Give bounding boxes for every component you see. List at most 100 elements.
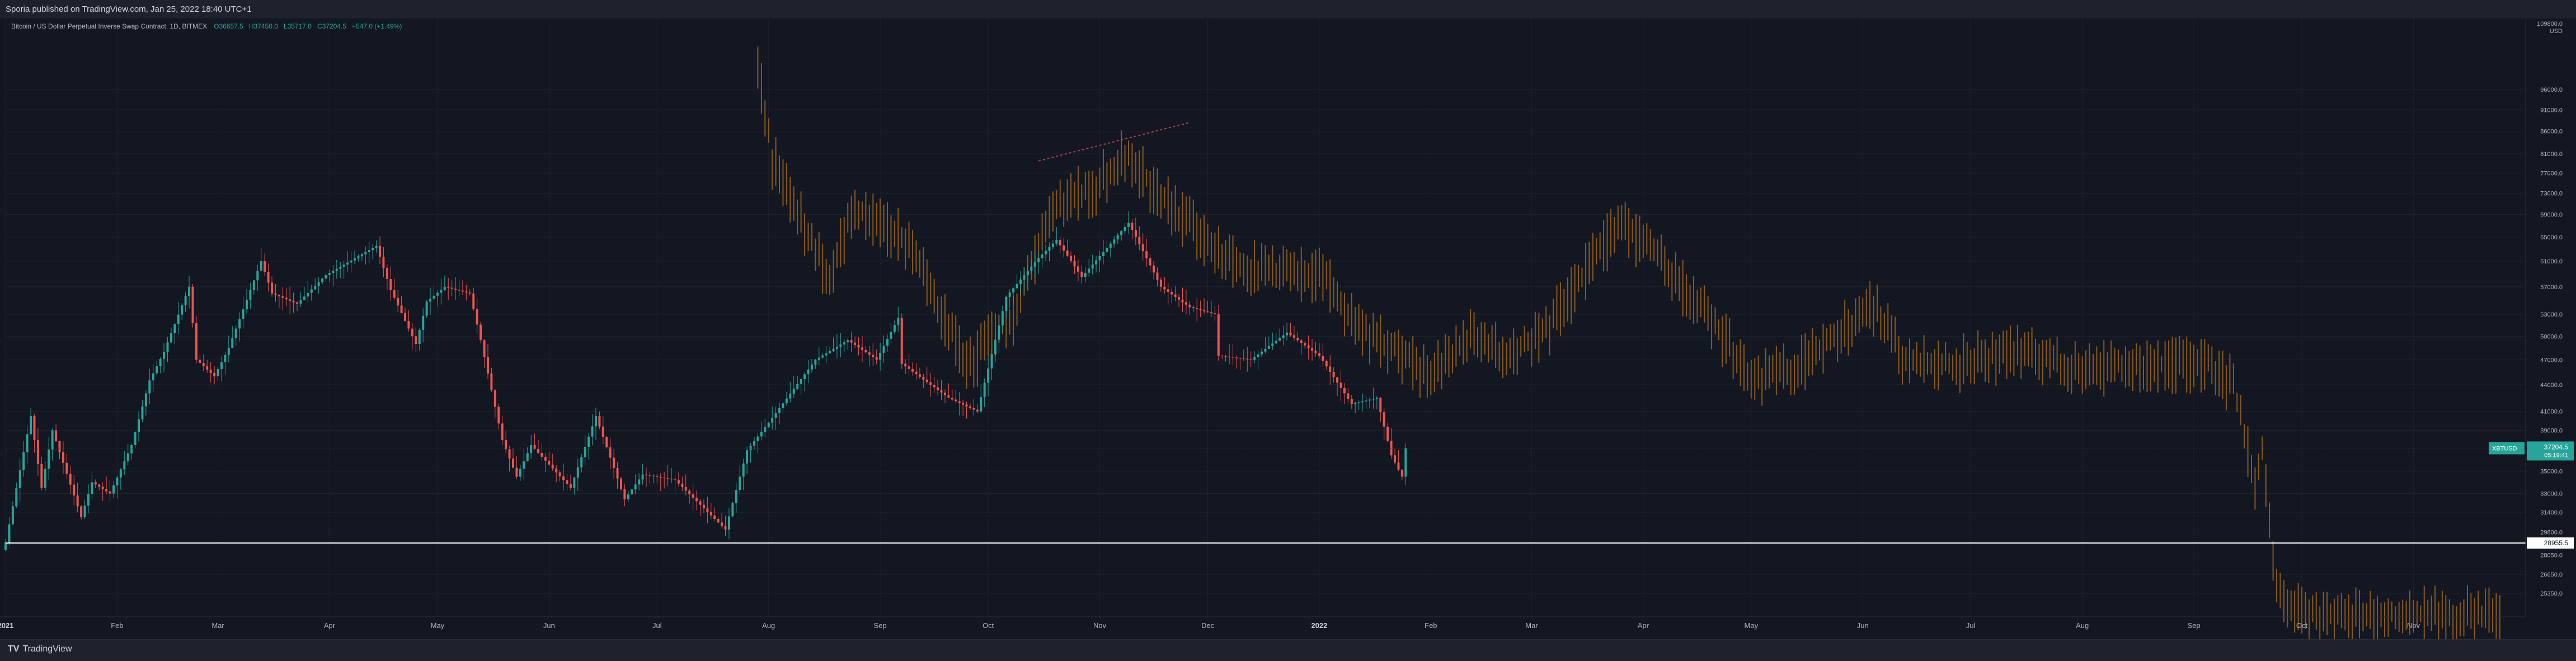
time-tick-label: Dec <box>1201 621 1215 630</box>
tradingview-logo[interactable]: TV TradingView <box>8 644 72 654</box>
candle-body <box>1059 240 1061 245</box>
candle-body <box>958 401 961 403</box>
candle-body <box>141 406 144 419</box>
candle-body <box>969 406 971 408</box>
candle-body <box>62 452 64 463</box>
last-price-value: 37204.5 <box>2544 443 2569 451</box>
candle-body <box>1278 338 1281 341</box>
candle-body <box>440 290 443 293</box>
candle-body <box>18 470 21 489</box>
price-tick-label: 91000.0 <box>2540 107 2563 114</box>
price-tick-label: 61000.0 <box>2540 258 2563 265</box>
candle-body <box>937 387 939 390</box>
candle-body <box>1386 426 1389 441</box>
price-axis-bg <box>2526 18 2576 617</box>
candle-body <box>138 419 140 432</box>
price-axis[interactable]: 109800.0 USD 96000.0 91000.0 86000.0 81000.… <box>2525 18 2576 617</box>
price-tick-label: 44000.0 <box>2540 382 2563 389</box>
time-tick-label: Oct <box>983 621 994 630</box>
candle-body <box>767 422 770 428</box>
candle-body <box>30 416 32 435</box>
time-tick-label: Oct <box>2296 621 2308 630</box>
candle-body <box>972 408 975 410</box>
candle-body <box>803 374 806 379</box>
candle-body <box>112 485 115 494</box>
candle-body <box>461 290 464 292</box>
candle-body <box>1127 223 1130 227</box>
price-axis-currency: USD <box>2550 28 2563 35</box>
candle-body <box>674 479 676 480</box>
candle-body <box>1325 361 1328 367</box>
candle-body <box>1368 399 1371 401</box>
candle-body <box>33 416 36 440</box>
price-tick-label: 50000.0 <box>2540 333 2563 340</box>
candle-body <box>278 295 280 297</box>
candle-body <box>166 342 169 352</box>
candle-body <box>1159 280 1162 287</box>
candle-body <box>332 271 335 273</box>
legend: Bitcoin / US Dollar Perpetual Inverse Sw… <box>11 22 402 30</box>
candle-body <box>947 395 950 398</box>
candle-body <box>170 333 172 343</box>
candle-body <box>368 250 370 252</box>
price-tick-label: 33000.0 <box>2540 491 2563 498</box>
candle-body <box>792 389 795 394</box>
time-axis[interactable]: 2021 Feb Mar Apr May Jun Jul Aug Sep Oct Nov Dec 202… <box>0 616 2526 630</box>
candle-body <box>105 489 108 492</box>
candle-body <box>1120 231 1123 235</box>
candle-body <box>1066 251 1069 256</box>
candle-body <box>119 469 122 478</box>
candle-body <box>1224 356 1227 357</box>
candle-body <box>407 320 410 329</box>
time-tick-label: Apr <box>1638 621 1649 630</box>
candle-body <box>623 489 626 499</box>
candle-body <box>8 524 11 542</box>
trendline-layer <box>1038 121 1190 162</box>
candle-body <box>422 315 425 330</box>
candle-body <box>817 357 820 360</box>
candle-body <box>1375 398 1378 399</box>
symbol-tag <box>2489 442 2525 455</box>
candle-body <box>591 426 594 437</box>
candle-body <box>289 299 292 301</box>
price-tick-label: 28050.0 <box>2540 553 2563 559</box>
candle-body <box>753 441 755 446</box>
candle-body <box>796 384 799 389</box>
candle-body <box>1397 462 1400 470</box>
candle-body <box>231 338 234 348</box>
candle-body <box>252 280 255 290</box>
time-tick-label: 2021 <box>0 621 13 630</box>
candle-body <box>943 393 946 395</box>
price-tick-label: 65000.0 <box>2540 234 2563 241</box>
tv-logo-text: TradingView <box>22 644 72 654</box>
candle-body <box>152 373 154 381</box>
bottom-bar: TV TradingView <box>0 639 2576 661</box>
candle-body <box>1196 308 1198 309</box>
price-tick-label: 57000.0 <box>2540 284 2563 291</box>
candle-body <box>512 458 515 468</box>
candle-body <box>1192 307 1195 309</box>
candle-body <box>202 363 205 367</box>
candle-body <box>393 290 396 298</box>
price-chart[interactable]: 109800.0 USD 96000.0 91000.0 86000.0 81000.… <box>0 18 2576 639</box>
candle-body <box>893 324 896 332</box>
candle-body <box>702 504 705 509</box>
candle-body <box>1023 275 1026 280</box>
candle-body <box>782 403 784 408</box>
candle-body <box>1134 230 1137 237</box>
candle-body <box>1217 314 1220 356</box>
candle-body <box>555 468 558 473</box>
time-tick-label: Jul <box>1966 621 1976 630</box>
candle-body <box>987 368 990 383</box>
candle-body <box>468 292 471 294</box>
candle-body <box>983 383 986 398</box>
candle-body <box>15 488 18 507</box>
candle-body <box>735 490 737 503</box>
price-tick-label: 77000.0 <box>2540 170 2563 177</box>
time-tick-label: Feb <box>1425 621 1437 630</box>
time-tick-label: Feb <box>111 621 123 630</box>
candle-body <box>619 478 622 489</box>
candle-body <box>857 344 860 348</box>
candle-body <box>450 287 453 289</box>
time-tick-label: Aug <box>2076 621 2089 630</box>
